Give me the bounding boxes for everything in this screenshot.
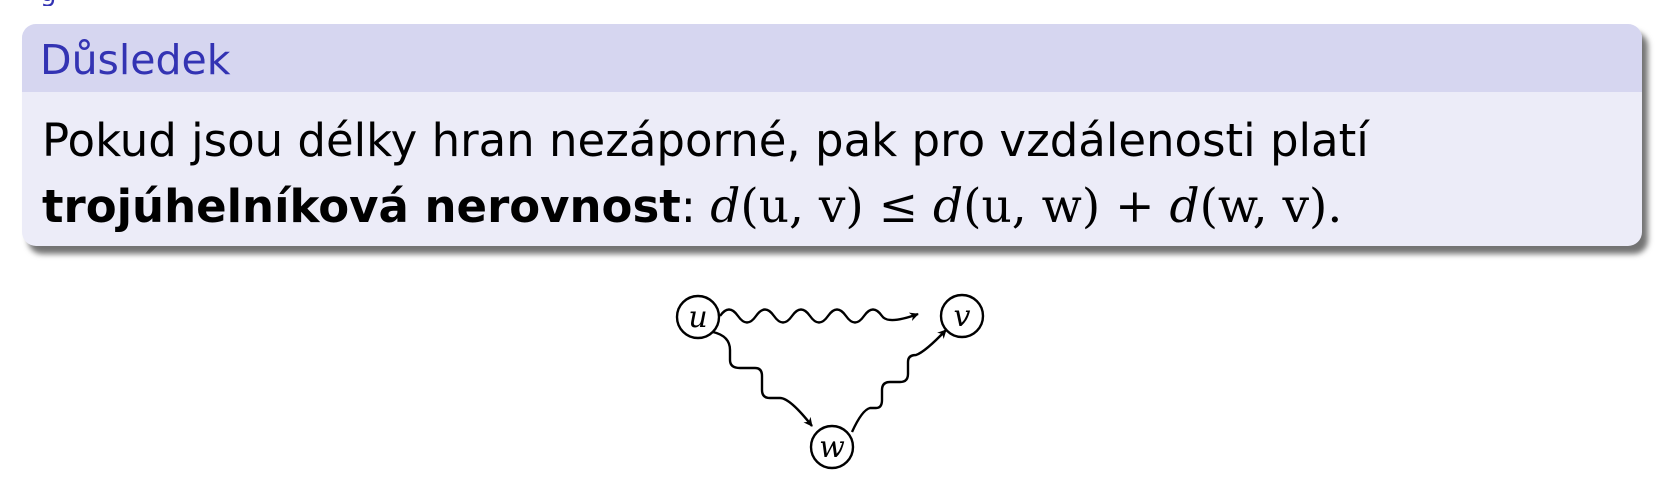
math-rhs1-args: (u, w) bbox=[963, 179, 1101, 234]
node-w-label: w bbox=[819, 430, 845, 465]
corollary-block: Důsledek Pokud jsou délky hran nezáporné… bbox=[22, 24, 1642, 246]
math-lhs-args: (u, v) bbox=[740, 179, 864, 234]
edge-u-w bbox=[712, 330, 813, 427]
math-lhs-function: d bbox=[710, 179, 741, 234]
node-u-label: u bbox=[688, 300, 707, 335]
math-relation: ≤ bbox=[878, 179, 919, 234]
edge-u-v bbox=[719, 308, 919, 324]
bold-term: trojúhelníková nerovnost bbox=[42, 180, 681, 233]
edge-w-v bbox=[850, 329, 947, 433]
triangle-inequality-formula: d(u, v) ≤ d(u, w) + d(w, v). bbox=[710, 179, 1342, 234]
node-v-label: v bbox=[954, 299, 971, 334]
statement-line-2: trojúhelníková nerovnost: d(u, v) ≤ d(u,… bbox=[42, 174, 1622, 240]
previous-slide-text-fragment: g bbox=[40, 0, 70, 6]
math-rhs2-function: d bbox=[1169, 179, 1200, 234]
node-v: v bbox=[939, 293, 985, 339]
node-w: w bbox=[809, 424, 855, 470]
block-header: Důsledek bbox=[22, 24, 1642, 92]
block-body: Pokud jsou délky hran nezáporné, pak pro… bbox=[22, 92, 1642, 240]
math-rhs1-function: d bbox=[933, 179, 964, 234]
colon: : bbox=[680, 180, 696, 233]
node-u: u bbox=[675, 294, 721, 340]
math-period: . bbox=[1327, 179, 1343, 234]
statement-line-1: Pokud jsou délky hran nezáporné, pak pro… bbox=[42, 114, 1369, 167]
math-plus: + bbox=[1115, 179, 1155, 234]
math-rhs2-args: (w, v) bbox=[1199, 179, 1328, 234]
block-title: Důsledek bbox=[40, 35, 231, 84]
